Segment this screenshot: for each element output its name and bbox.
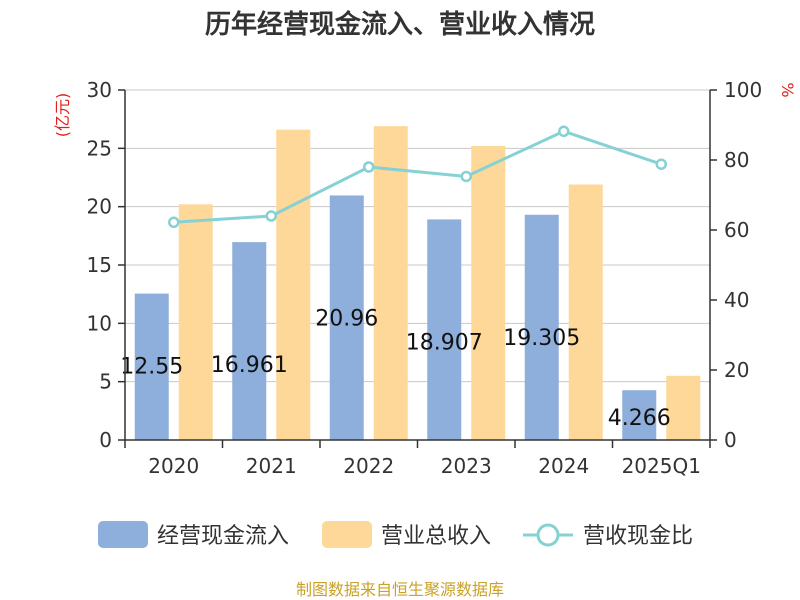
data-labels-group: 12.55 16.961 20.96 18.907 19.305 4.266	[120, 306, 670, 431]
data-label-cash-inflow: 18.907	[406, 330, 483, 355]
bar-cash-inflow	[329, 195, 364, 440]
bar-cash-inflow	[134, 293, 169, 440]
y-right-tick-label: 40	[724, 288, 749, 312]
ratio-point	[168, 216, 180, 229]
y-right-tick-label: 20	[724, 358, 749, 382]
bar-revenue	[471, 146, 506, 440]
y-left-tick-label: 10	[87, 311, 112, 335]
data-label-cash-inflow: 16.961	[211, 353, 288, 378]
y-left-tick-label: 20	[87, 195, 112, 219]
ratio-point	[363, 161, 375, 173]
legend-label-revenue: 营业总收入	[381, 524, 491, 549]
bar-cash-inflow	[524, 214, 559, 440]
bar-revenue	[568, 184, 603, 440]
ratio-point	[558, 125, 570, 138]
y-left-tick-label: 5	[99, 370, 112, 394]
x-tick-label: 2023	[441, 454, 492, 478]
y-right-tick-label: 0	[724, 428, 737, 452]
ratio-point	[460, 170, 472, 183]
x-tick-label: 2025Q1	[622, 454, 701, 478]
ratio-point	[265, 210, 277, 222]
y-left-tick-label: 25	[87, 136, 112, 160]
y-right-tick-label: 100	[724, 78, 762, 102]
y-left-tick-label: 15	[87, 253, 112, 277]
y-left-tick-label: 0	[99, 428, 112, 452]
legend-swatch-revenue	[322, 521, 372, 548]
y-right-tick-label: 60	[724, 218, 749, 242]
bars-group	[134, 126, 701, 441]
bar-revenue	[178, 204, 213, 440]
legend-swatch-cash-inflow	[98, 521, 148, 548]
x-tick-label: 2020	[148, 454, 199, 478]
legend-label-ratio: 营收现金比	[583, 524, 693, 549]
y-right-unit: %	[778, 82, 797, 97]
y-right-tick-label: 80	[724, 148, 749, 172]
bar-cash-inflow	[427, 219, 462, 440]
bar-cash-inflow	[622, 390, 657, 440]
legend: 经营现金流入 营业总收入 营收现金比	[98, 521, 693, 549]
y-left-tick-label: 30	[87, 78, 112, 102]
data-label-cash-inflow: 12.55	[120, 355, 183, 380]
legend-label-cash-inflow: 经营现金流入	[157, 524, 289, 549]
data-label-cash-inflow: 20.96	[315, 306, 378, 331]
bar-revenue	[373, 126, 408, 441]
x-tick-label: 2024	[538, 454, 589, 478]
ratio-point	[655, 158, 667, 170]
chart-title: 历年经营现金流入、营业收入情况	[205, 9, 595, 40]
bar-cash-inflow	[232, 242, 267, 440]
x-tick-label: 2021	[246, 454, 297, 478]
grid-lines	[125, 89, 710, 383]
axes-group: 0 5 10 15 20 25 30 0 20 40 60 80 100 2020 2021 2022 2023…	[87, 78, 763, 478]
bar-revenue	[666, 375, 701, 440]
bar-revenue	[276, 129, 311, 440]
ratio-line-group	[168, 125, 667, 229]
x-tick-label: 2022	[343, 454, 394, 478]
y-left-unit: (亿元)	[53, 93, 72, 138]
source-note: 制图数据来自恒生聚源数据库	[296, 580, 504, 599]
data-label-cash-inflow: 4.266	[608, 406, 671, 431]
legend-marker-ratio	[536, 523, 560, 547]
ratio-line	[173, 129, 662, 224]
data-label-cash-inflow: 19.305	[503, 326, 580, 351]
